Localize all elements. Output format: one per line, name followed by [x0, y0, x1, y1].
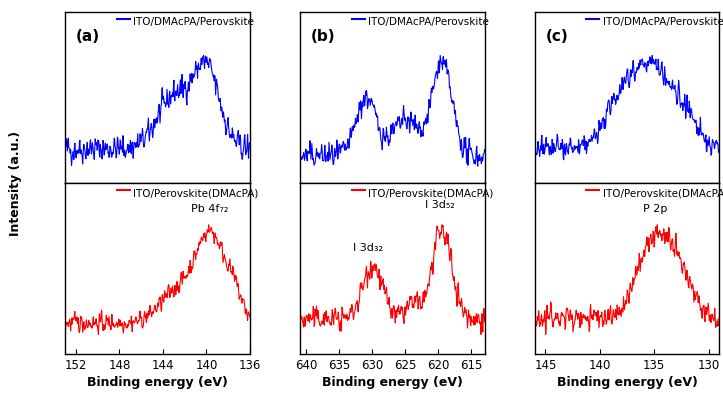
- Text: I 3d₃₂: I 3d₃₂: [354, 243, 383, 253]
- Text: ITO/Perovskite(DMAcPA): ITO/Perovskite(DMAcPA): [603, 188, 723, 198]
- Text: I 3d₅₂: I 3d₅₂: [425, 200, 455, 210]
- X-axis label: Binding energy (eV): Binding energy (eV): [87, 376, 228, 389]
- Text: ITO/DMAcPA/Perovskite: ITO/DMAcPA/Perovskite: [603, 18, 723, 27]
- X-axis label: Binding energy (eV): Binding energy (eV): [322, 376, 463, 389]
- Text: ITO/DMAcPA/Perovskite: ITO/DMAcPA/Perovskite: [134, 18, 254, 27]
- Text: ITO/Perovskite(DMAcPA): ITO/Perovskite(DMAcPA): [368, 188, 494, 198]
- Text: P 2p: P 2p: [643, 204, 667, 214]
- Text: (a): (a): [76, 29, 100, 44]
- Text: ITO/Perovskite(DMAcPA): ITO/Perovskite(DMAcPA): [134, 188, 259, 198]
- X-axis label: Binding energy (eV): Binding energy (eV): [557, 376, 698, 389]
- Text: Intensity (a.u.): Intensity (a.u.): [9, 131, 22, 236]
- Text: ITO/DMAcPA/Perovskite: ITO/DMAcPA/Perovskite: [368, 18, 489, 27]
- Text: Pb 4f₇₂: Pb 4f₇₂: [191, 204, 228, 214]
- Text: (b): (b): [311, 29, 335, 44]
- Text: (c): (c): [546, 29, 568, 44]
